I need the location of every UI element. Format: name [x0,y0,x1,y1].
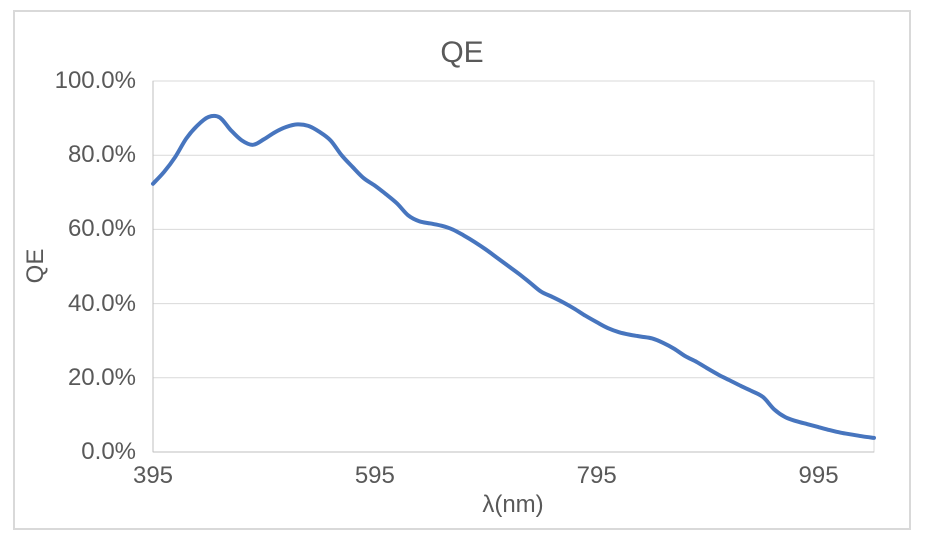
y-tick-label: 40.0% [67,289,136,317]
x-tick-label: 795 [576,462,617,489]
y-tick-label: 60.0% [67,215,136,243]
x-tick-label: 995 [798,462,839,489]
y-tick-label: 20.0% [67,363,136,391]
plot-area [151,80,876,453]
plot-border [152,80,875,453]
x-tick-label: 395 [132,462,174,489]
chart-title: QE [440,36,484,69]
y-tick-label: 80.0% [67,141,136,169]
gridlines [153,80,874,453]
y-tick-label: 100.0% [54,67,136,94]
x-tick-label: 595 [354,462,395,489]
qe-series-line [151,113,876,440]
x-axis-title: λ(nm) [482,491,544,518]
chart-frame [13,10,911,530]
y-tick-label: 0.0% [81,438,136,465]
